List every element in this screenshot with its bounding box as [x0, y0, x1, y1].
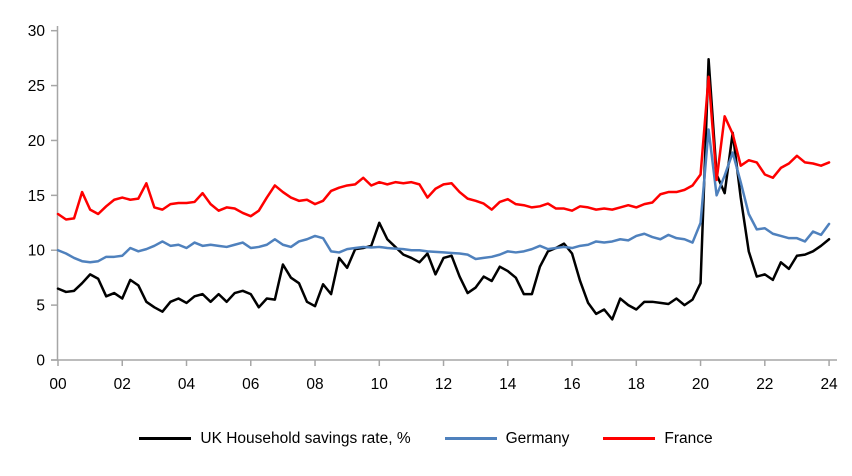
series-lines	[56, 57, 831, 321]
france-line	[56, 75, 831, 221]
x-tick-label: 20	[692, 376, 710, 393]
x-tick-label: 14	[499, 376, 517, 393]
x-tick-label: 24	[820, 376, 838, 393]
axis-labels: 0 5 10 15 20 25 30 00 02 04 06 08 10 12 14 16 18 20 22 24	[28, 23, 838, 393]
legend-label-france: France	[664, 430, 713, 447]
legend: UK Household savings rate, % Germany Fra…	[0, 431, 852, 447]
y-tick-label: 30	[28, 23, 46, 40]
uk-line	[56, 57, 831, 321]
y-tick-label: 5	[36, 298, 45, 315]
y-tick-label: 15	[28, 188, 45, 205]
france-line-swatch	[603, 437, 656, 441]
uk-line-swatch	[139, 437, 192, 441]
germany-line-swatch	[444, 437, 497, 441]
y-tick-label: 20	[28, 133, 46, 150]
x-tick-label: 16	[563, 376, 580, 393]
legend-item-france: France	[603, 430, 713, 447]
x-tick-label: 08	[306, 376, 323, 393]
legend-label-germany: Germany	[505, 430, 570, 447]
x-tick-label: 04	[178, 376, 196, 393]
y-tick-label: 10	[28, 243, 46, 260]
x-tick-label: 06	[242, 376, 259, 393]
x-tick-label: 18	[628, 376, 645, 393]
x-tick-label: 12	[435, 376, 452, 393]
legend-item-uk: UK Household savings rate, %	[139, 430, 411, 447]
legend-label-uk: UK Household savings rate, %	[200, 430, 411, 447]
x-tick-label: 00	[49, 376, 67, 393]
y-tick-label: 0	[36, 353, 45, 370]
legend-item-germany: Germany	[444, 430, 570, 447]
x-tick-label: 22	[756, 376, 773, 393]
x-tick-label: 10	[371, 376, 389, 393]
x-tick-label: 02	[114, 376, 131, 393]
y-tick-label: 25	[28, 78, 45, 95]
germany-line	[56, 128, 831, 264]
axes	[51, 26, 837, 366]
